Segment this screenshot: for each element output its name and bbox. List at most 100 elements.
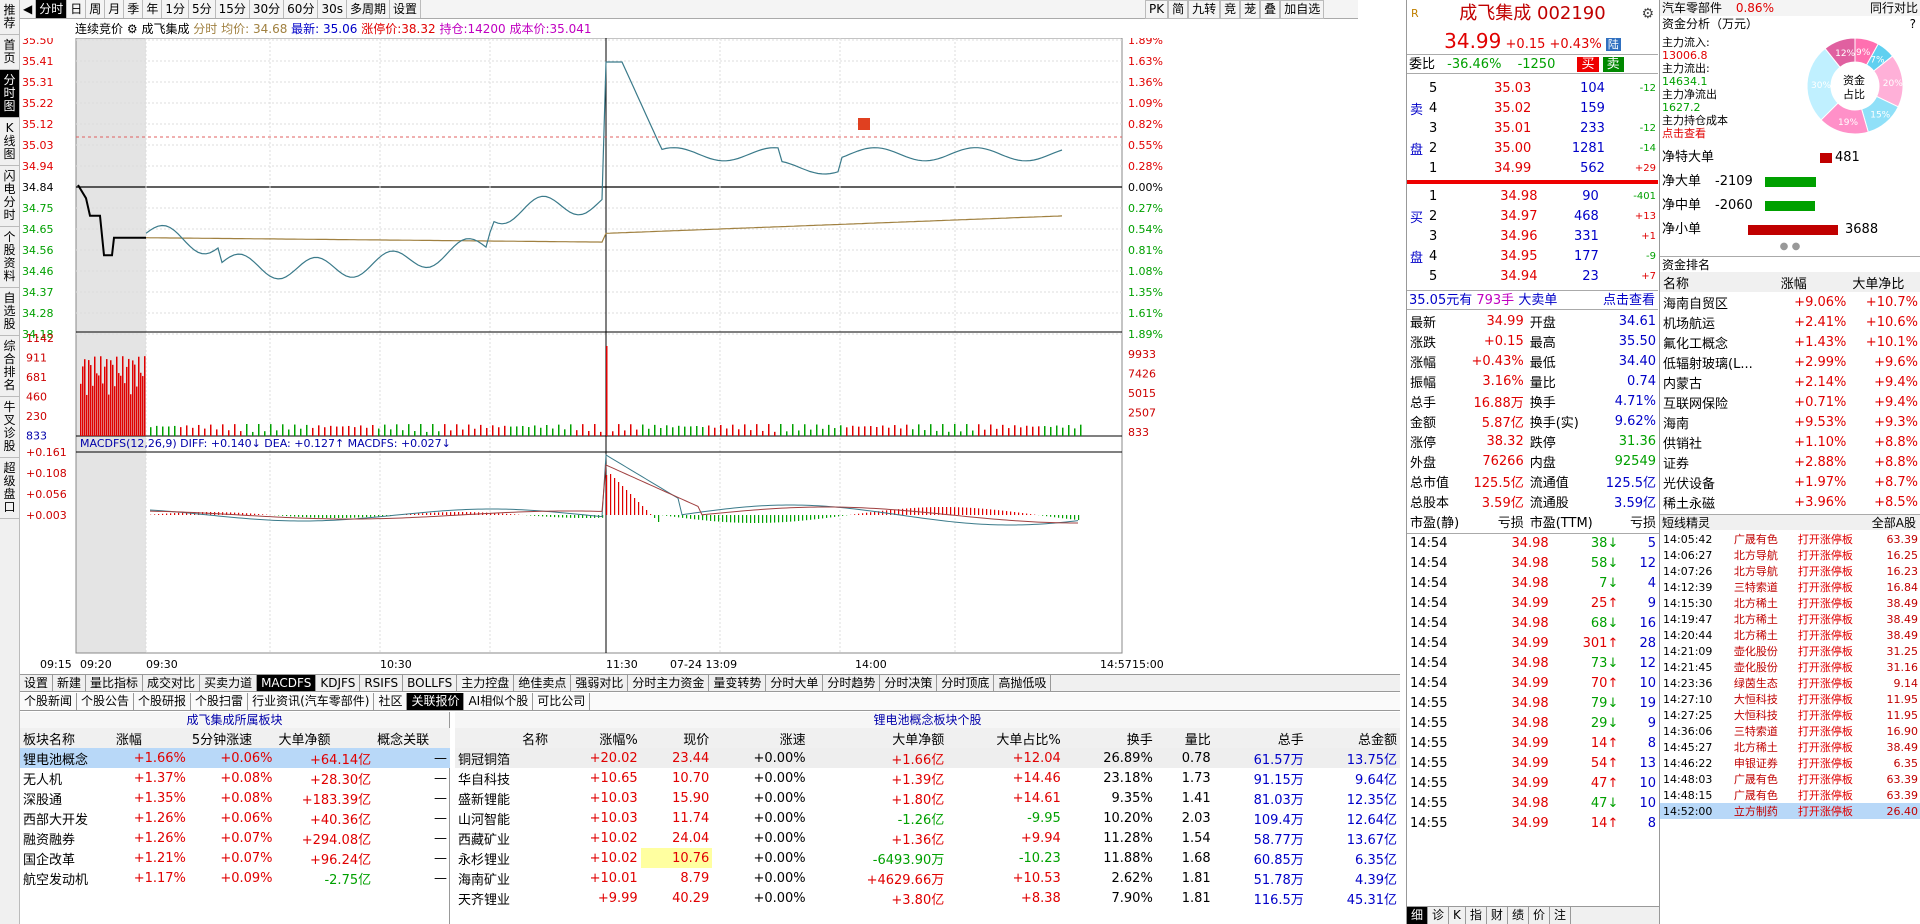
sector-row[interactable]: 国企改革 +1.21% +0.07% +96.24亿 — [20, 848, 450, 868]
indicator-tab[interactable]: 分时趋势 [823, 675, 881, 691]
concept-header[interactable]: 总手 [1277, 732, 1304, 748]
period-tab[interactable]: 季 [124, 0, 144, 18]
elf-row[interactable]: 14:27:25 大恒科技 打开涨停板 11.95 [1660, 707, 1920, 723]
bid-row[interactable]: 1 34.98 90 -401 [1407, 186, 1659, 206]
chart-tool-button[interactable]: 叠 [1260, 0, 1281, 19]
sector-header[interactable]: 板块名称 [23, 732, 76, 748]
elf-row[interactable]: 14:21:45 壶化股份 打开涨停板 31.16 [1660, 659, 1920, 675]
sector-row[interactable]: 融资融券 +1.26% +0.07% +294.08亿 — [20, 828, 450, 848]
detail-tab[interactable]: 诊 [1428, 907, 1450, 924]
indicator-tab[interactable]: 分时决策 [880, 675, 938, 691]
news-tab[interactable]: 个股研报 [134, 693, 192, 710]
concept-header[interactable]: 换手 [1126, 732, 1153, 748]
detail-tab[interactable]: 价 [1529, 907, 1550, 924]
period-tab[interactable]: 15分 [216, 0, 250, 18]
rank-header[interactable]: 名称 [1663, 276, 1690, 292]
period-tab[interactable]: 月 [105, 0, 125, 18]
concept-row[interactable]: 铜冠铜箔 +20.02 23.44 +0.00% +1.66亿 +12.04 26.89% 0… [455, 748, 1400, 768]
elf-row[interactable]: 14:19:47 北方稀土 打开涨停板 38.49 [1660, 611, 1920, 627]
elf-row[interactable]: 14:52:00 立方制药 打开涨停板 26.40 [1660, 803, 1920, 819]
rank-row[interactable]: 氟化工概念 +1.43% +10.1% [1660, 332, 1920, 352]
period-tab[interactable]: 5分 [189, 0, 216, 18]
nav-item[interactable]: 推 荐 [0, 0, 19, 35]
elf-row[interactable]: 14:36:06 三特索道 打开涨停板 16.90 [1660, 723, 1920, 739]
period-tab[interactable]: 年 [143, 0, 163, 18]
elf-row[interactable]: 14:48:15 广晟有色 打开涨停板 63.39 [1660, 787, 1920, 803]
rank-row[interactable]: 海南 +9.53% +9.3% [1660, 412, 1920, 432]
elf-row[interactable]: 14:05:42 广晟有色 打开涨停板 63.39 [1660, 531, 1920, 547]
concept-row[interactable]: 山河智能 +10.03 11.74 +0.00% -1.26亿 -9.95 10.20% 2.… [455, 808, 1400, 828]
indicator-tab[interactable]: 买卖力道 [200, 675, 258, 691]
buy-marker-icon[interactable] [858, 118, 870, 130]
sector-row[interactable]: 深股通 +1.35% +0.08% +183.39亿 — [20, 788, 450, 808]
indicator-tab[interactable]: 量比指标 [86, 675, 144, 691]
concept-row[interactable]: 华自科技 +10.65 10.70 +0.00% +1.39亿 +14.46 23.18% 1… [455, 768, 1400, 788]
indicator-tab[interactable]: 分时主力资金 [628, 675, 710, 691]
elf-row[interactable]: 14:48:03 广晟有色 打开涨停板 63.39 [1660, 771, 1920, 787]
ask-row[interactable]: 5 35.03 104 -12 [1407, 78, 1659, 98]
detail-tab[interactable]: 细 [1407, 907, 1429, 924]
news-tab[interactable]: 关联报价 [407, 693, 465, 710]
indicator-tab[interactable]: RSIFS [360, 675, 404, 691]
detail-tab[interactable]: 注 [1550, 907, 1571, 924]
news-tab[interactable]: AI相似个股 [464, 693, 534, 710]
indicator-tab[interactable]: 设置 [20, 675, 54, 691]
ask-row[interactable]: 盘 2 35.00 1281 -14 [1407, 138, 1659, 158]
nav-item[interactable]: 首 页 [0, 35, 19, 70]
indicator-tab[interactable]: BOLLFS [403, 675, 458, 691]
nav-item[interactable]: 自 选 股 [0, 288, 19, 336]
peer-compare-button[interactable]: 同行对比 [1869, 1, 1918, 15]
period-tab[interactable]: 分时 [36, 0, 68, 18]
nav-item[interactable]: 综 合 排 名 [0, 336, 19, 397]
news-tab[interactable]: 行业资讯(汽车零部件) [248, 693, 375, 710]
rank-row[interactable]: 内蒙古 +2.14% +9.4% [1660, 372, 1920, 392]
chart-tool-button[interactable]: PK [1145, 0, 1169, 19]
chart-tool-button[interactable]: 加自选 [1280, 0, 1325, 19]
period-tab[interactable]: 设置 [390, 0, 422, 18]
sector-header[interactable]: 5分钟涨速 [191, 732, 253, 748]
period-tab[interactable]: 周 [86, 0, 106, 18]
indicator-tab[interactable]: 强弱对比 [571, 675, 629, 691]
rank-row[interactable]: 证券 +2.88% +8.8% [1660, 452, 1920, 472]
help-icon[interactable]: ? [1909, 17, 1916, 31]
detail-tab[interactable]: 绩 [1508, 907, 1529, 924]
nav-item[interactable]: 超 级 盘 口 [0, 458, 19, 519]
big-order-link[interactable]: 点击查看 [1602, 293, 1655, 308]
period-tab[interactable]: 多周期 [347, 0, 390, 18]
arrow-left-icon[interactable]: ◀ [20, 0, 37, 18]
nav-item[interactable]: 牛 叉 诊 股 [0, 397, 19, 458]
sector-header[interactable]: 大单净额 [278, 732, 331, 748]
sector-row[interactable]: 锂电池概念 +1.66% +0.06% +64.14亿 — [20, 748, 450, 768]
ask-row[interactable]: 3 35.01 233 -12 [1407, 118, 1659, 138]
rank-row[interactable]: 海南自贸区 +9.06% +10.7% [1660, 292, 1920, 312]
nav-item[interactable]: 分 时 图 [0, 70, 19, 118]
rank-header[interactable]: 大单净比 [1852, 276, 1905, 292]
period-tab[interactable]: 30s [318, 0, 347, 18]
elf-row[interactable]: 14:20:44 北方稀土 打开涨停板 38.49 [1660, 627, 1920, 643]
elf-row[interactable]: 14:46:22 申银证券 打开涨停板 6.35 [1660, 755, 1920, 771]
nav-item[interactable]: 闪 电 分 时 [0, 166, 19, 227]
indicator-tab[interactable]: 成交对比 [143, 675, 201, 691]
indicator-tab[interactable]: 分时大单 [766, 675, 824, 691]
chart-tool-button[interactable]: 茏 [1240, 0, 1261, 19]
bid-row[interactable]: 5 34.94 23 +7 [1407, 266, 1659, 286]
elf-row[interactable]: 14:07:26 北方导航 打开涨停板 16.23 [1660, 563, 1920, 579]
concept-row[interactable]: 西藏矿业 +10.02 24.04 +0.00% +1.36亿 +9.94 11.28% 1.… [455, 828, 1400, 848]
concept-header[interactable]: 现价 [683, 732, 710, 748]
news-tab[interactable]: 可比公司 [533, 693, 591, 710]
elf-row[interactable]: 14:15:30 北方稀土 打开涨停板 38.49 [1660, 595, 1920, 611]
period-tab[interactable]: 日 [67, 0, 87, 18]
concept-row[interactable]: 海南矿业 +10.01 8.79 +0.00% +4629.66万 +10.53 2.62%… [455, 868, 1400, 888]
rank-header[interactable]: 涨幅 [1780, 276, 1807, 292]
gear-icon[interactable]: ⚙ [1641, 6, 1654, 22]
chart-tool-button[interactable]: 简 [1168, 0, 1189, 19]
rank-row[interactable]: 供销社 +1.10% +8.8% [1660, 432, 1920, 452]
nav-item[interactable]: K 线 图 [0, 118, 19, 166]
indicator-tab[interactable]: 分时顶底 [937, 675, 995, 691]
detail-tab[interactable]: 财 [1487, 907, 1508, 924]
nav-item[interactable]: 个 股 资 料 [0, 227, 19, 288]
period-tab[interactable]: 1分 [162, 0, 189, 18]
concept-header[interactable]: 总金额 [1357, 732, 1397, 748]
ask-row[interactable]: 1 34.99 562 +29 [1407, 158, 1659, 178]
industry-name[interactable]: 汽车零部件 [1662, 1, 1723, 15]
